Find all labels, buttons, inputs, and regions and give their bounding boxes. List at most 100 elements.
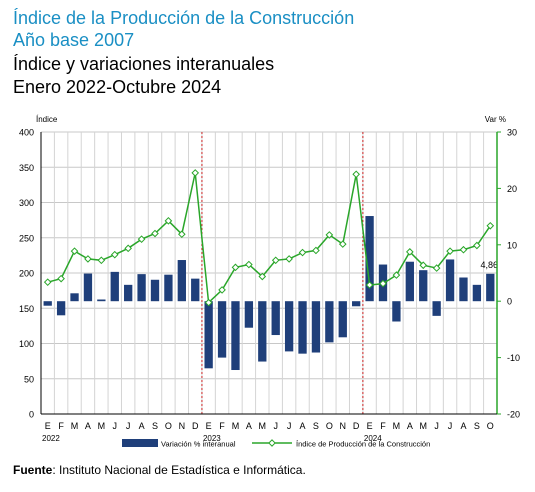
bar	[124, 284, 133, 302]
x-tick-label: S	[474, 421, 480, 431]
right-tick-label: 0	[507, 297, 512, 307]
bar	[43, 301, 52, 306]
index-line	[47, 172, 491, 305]
bar	[392, 301, 401, 322]
right-tick-label: -20	[507, 410, 520, 420]
left-axis-label: Índice	[36, 115, 58, 124]
source-label: Fuente	[13, 463, 53, 477]
index-point	[164, 217, 173, 225]
left-tick-label: 250	[19, 233, 34, 243]
bar	[365, 216, 374, 302]
bar	[217, 301, 227, 358]
left-tick-label: 150	[19, 304, 34, 314]
bar	[352, 301, 361, 307]
bar	[311, 301, 321, 353]
bar	[97, 299, 106, 302]
x-tick-label: O	[326, 421, 333, 431]
bar	[137, 274, 146, 302]
bar	[338, 301, 347, 338]
x-tick-label: E	[45, 421, 51, 431]
x-tick-label: N	[340, 421, 347, 431]
bar	[298, 301, 307, 354]
x-tick-label: A	[139, 421, 145, 431]
x-tick-label: F	[380, 421, 386, 431]
x-tick-label: J	[126, 421, 131, 431]
bar	[191, 278, 200, 302]
index-point	[43, 278, 52, 286]
chart-period: Enero 2022-Octubre 2024	[13, 77, 222, 97]
x-tick-label: M	[259, 421, 267, 431]
axes: 0 50 100 150 200 250 300 350 400 -20 -10 0 10 20 30 Índ…	[19, 115, 520, 443]
left-tick-label: 300	[19, 198, 34, 208]
x-tick-label: E	[206, 421, 212, 431]
bar	[325, 301, 334, 343]
index-point	[204, 298, 213, 307]
x-tick-label: A	[460, 421, 466, 431]
x-tick-label: M	[419, 421, 427, 431]
bar	[244, 301, 254, 328]
x-tick-label: E	[367, 421, 373, 431]
bar	[258, 301, 267, 362]
index-point	[338, 240, 347, 248]
index-point	[258, 272, 267, 281]
left-tick-label: 350	[19, 163, 34, 173]
index-point	[312, 246, 320, 255]
bar	[164, 274, 173, 302]
index-point	[84, 255, 92, 263]
bar	[486, 273, 495, 302]
index-point	[419, 261, 428, 270]
x-tick-label: A	[85, 421, 91, 431]
legend-line-marker	[268, 439, 276, 447]
bar	[284, 301, 294, 352]
right-tick-label: 20	[507, 184, 517, 194]
index-point	[57, 274, 65, 283]
bar	[231, 301, 240, 371]
x-tick-label: F	[219, 421, 225, 431]
index-point	[459, 245, 468, 254]
index-point	[97, 256, 106, 265]
x-tick-label: J	[434, 421, 439, 431]
index-point	[432, 264, 441, 272]
x-tick-label: J	[287, 421, 292, 431]
bar	[445, 259, 455, 302]
x-tick-label: J	[273, 421, 278, 431]
year-label: 2023	[203, 434, 221, 443]
bar	[432, 301, 441, 316]
x-tick-label: S	[313, 421, 319, 431]
bar	[405, 261, 414, 302]
x-tick-label: O	[165, 421, 172, 431]
x-tick-label: J	[113, 421, 118, 431]
x-tick-label: M	[393, 421, 401, 431]
x-tick-label: D	[192, 421, 199, 431]
index-point	[178, 230, 186, 239]
index-point	[379, 279, 387, 288]
source-note: Fuente: Instituto Nacional de Estadístic…	[13, 463, 306, 477]
bar	[70, 293, 79, 302]
x-tick-label: F	[58, 421, 64, 431]
index-point	[473, 241, 481, 250]
x-tick-label: M	[71, 421, 79, 431]
index-point	[365, 281, 374, 289]
right-tick-label: -10	[507, 353, 520, 363]
index-point	[245, 260, 253, 269]
chart: 4,86 0 50 100 150 200 250 300 350 400 -20 -10 0 10 20…	[19, 115, 520, 449]
index-point	[124, 244, 132, 253]
index-point	[298, 248, 307, 257]
bar	[419, 270, 428, 302]
x-tick-label: A	[246, 421, 252, 431]
x-tick-label: N	[179, 421, 186, 431]
year-label: 2024	[364, 434, 382, 443]
index-point	[110, 250, 119, 259]
data-label: 4,86	[481, 260, 499, 270]
x-tick-label: S	[152, 421, 158, 431]
bar	[83, 273, 93, 302]
legend-bar-label: Variación % interanual	[161, 440, 236, 449]
chart-title: Índice y variaciones interanuales	[13, 54, 275, 74]
line-series	[43, 169, 495, 307]
index-point	[191, 169, 200, 177]
bar-series: 4,86	[43, 216, 499, 371]
page-title: Índice de la Producción de la Construcci…	[13, 8, 355, 28]
right-tick-label: 30	[507, 128, 517, 138]
grid-layer	[40, 131, 498, 415]
index-point	[285, 255, 293, 263]
